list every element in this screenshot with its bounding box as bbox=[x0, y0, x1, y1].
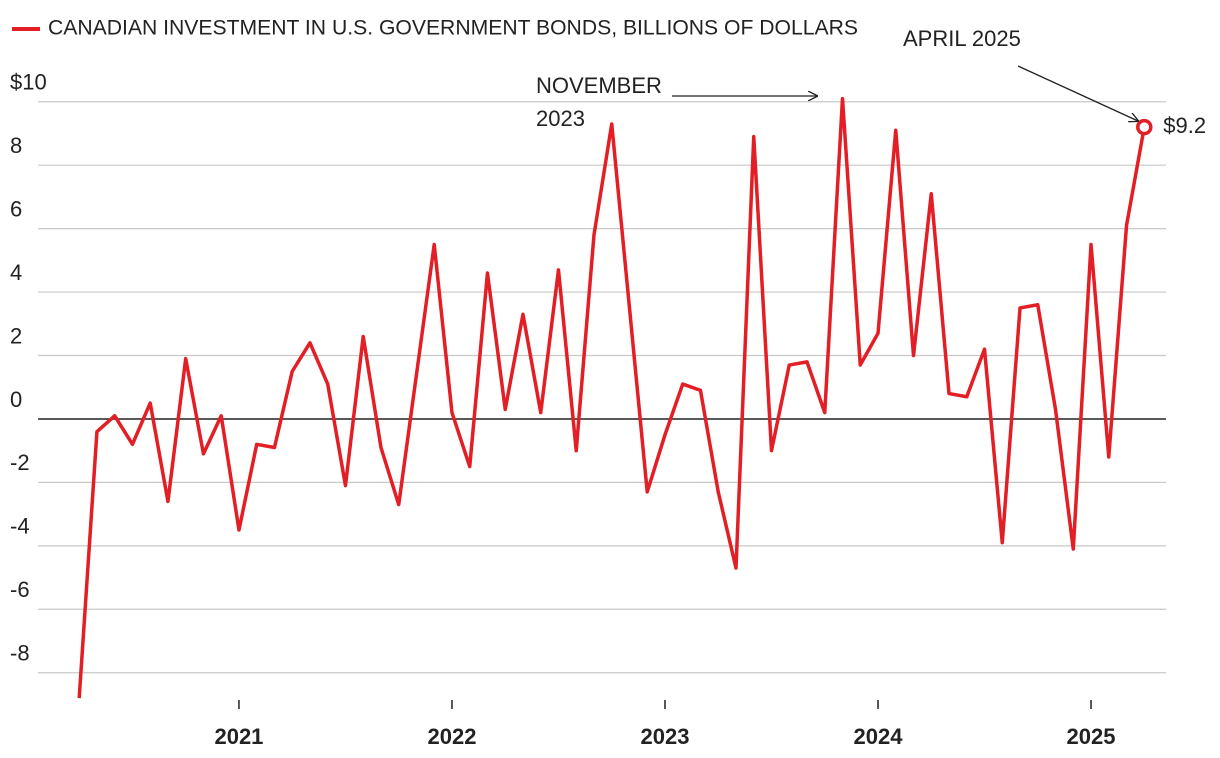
data-label: $9.2 bbox=[1163, 113, 1206, 138]
y-tick-label: 6 bbox=[10, 196, 22, 221]
end-marker bbox=[1136, 118, 1153, 136]
x-tick-label: 2025 bbox=[1067, 724, 1116, 749]
annotation: 2023 bbox=[536, 106, 585, 131]
y-tick-label: 4 bbox=[10, 260, 22, 285]
x-tick-label: 2023 bbox=[641, 724, 690, 749]
y-tick-label: 0 bbox=[10, 387, 22, 412]
y-tick-label: -2 bbox=[10, 450, 30, 475]
x-tick-label: 2021 bbox=[214, 724, 263, 749]
legend-label: CANADIAN INVESTMENT IN U.S. GOVERNMENT B… bbox=[48, 17, 858, 40]
line bbox=[77, 96, 1146, 699]
y-tick-label: 2 bbox=[10, 323, 22, 348]
y-tick-label: -4 bbox=[10, 514, 30, 539]
x-tick-label: 2024 bbox=[854, 724, 904, 749]
annotation-arrow bbox=[1017, 65, 1138, 121]
annotation: NOVEMBER bbox=[536, 73, 662, 98]
y-tick-label: -6 bbox=[10, 577, 30, 602]
y-tick-label: 8 bbox=[10, 133, 22, 158]
annotation: APRIL 2025 bbox=[903, 26, 1021, 51]
y-tick-label: $10 bbox=[10, 70, 47, 95]
x-tick-label: 2022 bbox=[427, 724, 476, 749]
y-tick-label: -8 bbox=[10, 641, 30, 666]
